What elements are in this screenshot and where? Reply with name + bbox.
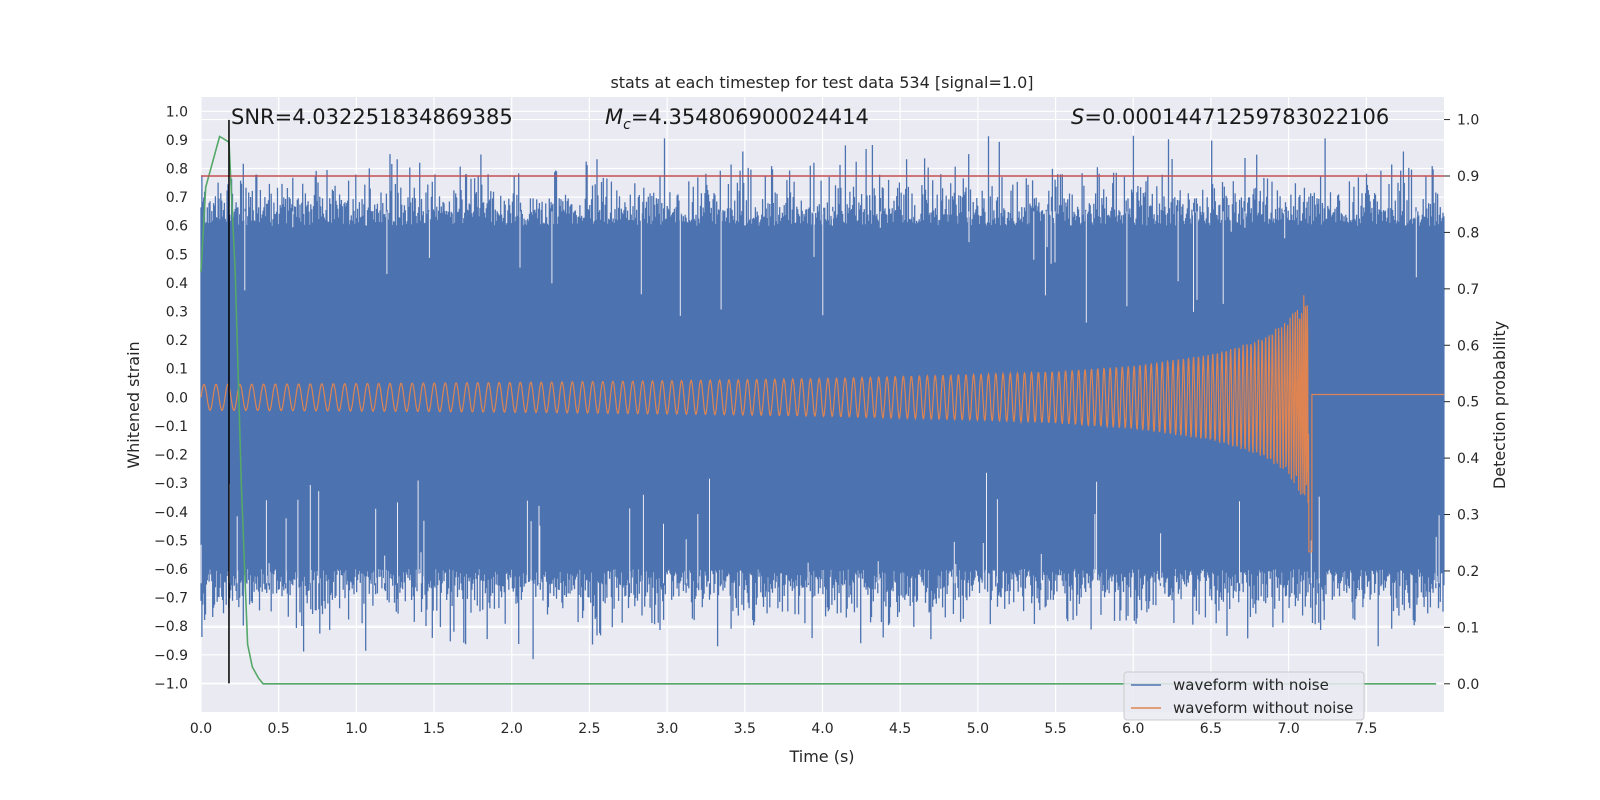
y-left-tick-label: −0.1: [154, 419, 188, 435]
noise-gap-path: [200, 211, 1440, 584]
s-symbol: S: [1071, 105, 1084, 129]
x-tick-label: 2.5: [578, 721, 600, 737]
ticks: 0.0 0.5 1.0 1.5 2.0 2.5 3.0 3.5 4.0 4.5 5.0 5.5 6.0 6…: [154, 104, 1479, 737]
legend-box: [1123, 671, 1365, 721]
probability-line: [200, 135, 1437, 685]
x-tick-label: 7.5: [1355, 721, 1377, 737]
y-left-tick-label: −0.8: [154, 619, 188, 635]
chirp-mass-annotation: Mc=4.354806900024414: [605, 105, 869, 133]
y-left-tick-label: 0.2: [166, 333, 188, 349]
x-tick-label: 5.0: [967, 721, 989, 737]
s-value: =0.00014471259783022106: [1084, 105, 1389, 129]
legend: waveform with noise waveform without noi…: [1123, 671, 1365, 721]
y-right-tick-label: 0.8: [1457, 225, 1479, 241]
chirp-mass-subscript: c: [623, 117, 631, 133]
y-right-tick-label: 0.6: [1457, 338, 1479, 354]
clean-waveform-path: [200, 295, 1444, 553]
y-left-tick-label: 0.3: [166, 305, 188, 321]
y-left-tick-label: 0.8: [166, 162, 188, 178]
legend-label-noise: waveform with noise: [1173, 676, 1329, 694]
x-tick-label: 5.5: [1044, 721, 1066, 737]
y-axis-right-label: Detection probability: [1490, 321, 1509, 489]
x-tick-label: 2.0: [501, 721, 523, 737]
y-left-tick-label: −0.7: [154, 591, 188, 607]
snr-annotation: SNR=4.032251834869385: [231, 105, 513, 129]
y-left-tick-label: −1.0: [154, 676, 188, 692]
detection-probability-series: [200, 135, 1437, 685]
y-left-tick-label: 0.9: [166, 133, 188, 149]
x-tick-label: 6.5: [1200, 721, 1222, 737]
x-tick-label: 3.0: [656, 721, 678, 737]
s-annotation: S=0.00014471259783022106: [1071, 105, 1389, 129]
y-left-tick-label: −0.4: [154, 505, 188, 521]
x-tick-label: 4.0: [811, 721, 833, 737]
y-right-tick-label: 0.7: [1457, 282, 1479, 298]
y-left-tick-label: −0.2: [154, 448, 188, 464]
y-right-tick-label: 0.9: [1457, 169, 1479, 185]
x-tick-label: 1.0: [345, 721, 367, 737]
y-right-tick-label: 0.1: [1457, 620, 1479, 636]
y-right-tick-label: 1.0: [1457, 113, 1479, 129]
y-left-tick-label: 0.0: [166, 390, 188, 406]
x-tick-label: 0.5: [268, 721, 290, 737]
x-tick-label: 4.5: [889, 721, 911, 737]
x-tick-label: 0.0: [190, 721, 212, 737]
x-tick-label: 3.5: [734, 721, 756, 737]
x-tick-label: 6.0: [1122, 721, 1144, 737]
waveform-without-noise-series: [200, 295, 1444, 553]
y-left-tick-label: −0.6: [154, 562, 188, 578]
y-left-tick-label: 0.7: [166, 190, 188, 206]
x-tick-label: 7.0: [1277, 721, 1299, 737]
reference-lines: [201, 119, 1444, 684]
y-right-tick-label: 0.2: [1457, 564, 1479, 580]
y-right-tick-label: 0.4: [1457, 451, 1479, 467]
y-left-tick-label: −0.9: [154, 648, 188, 664]
chart-title: stats at each timestep for test data 534…: [610, 73, 1033, 92]
y-left-tick-label: 0.4: [166, 276, 188, 292]
y-right-tick-label: 0.5: [1457, 395, 1479, 411]
y-left-tick-label: 0.5: [166, 247, 188, 263]
y-axis-left-label: Whitened strain: [124, 341, 143, 468]
chirp-mass-value: =4.354806900024414: [631, 105, 869, 129]
x-axis-label: Time (s): [788, 747, 854, 766]
y-right-tick-label: 0.3: [1457, 508, 1479, 524]
y-left-tick-label: 1.0: [166, 104, 188, 120]
y-right-tick-label: 0.0: [1457, 677, 1479, 693]
y-left-tick-label: −0.5: [154, 533, 188, 549]
y-left-tick-label: 0.6: [166, 219, 188, 235]
y-left-tick-label: 0.1: [166, 362, 188, 378]
y-left-tick-label: −0.3: [154, 476, 188, 492]
legend-label-clean: waveform without noise: [1173, 699, 1353, 717]
x-tick-label: 1.5: [423, 721, 445, 737]
chirp-mass-symbol: M: [605, 105, 623, 129]
